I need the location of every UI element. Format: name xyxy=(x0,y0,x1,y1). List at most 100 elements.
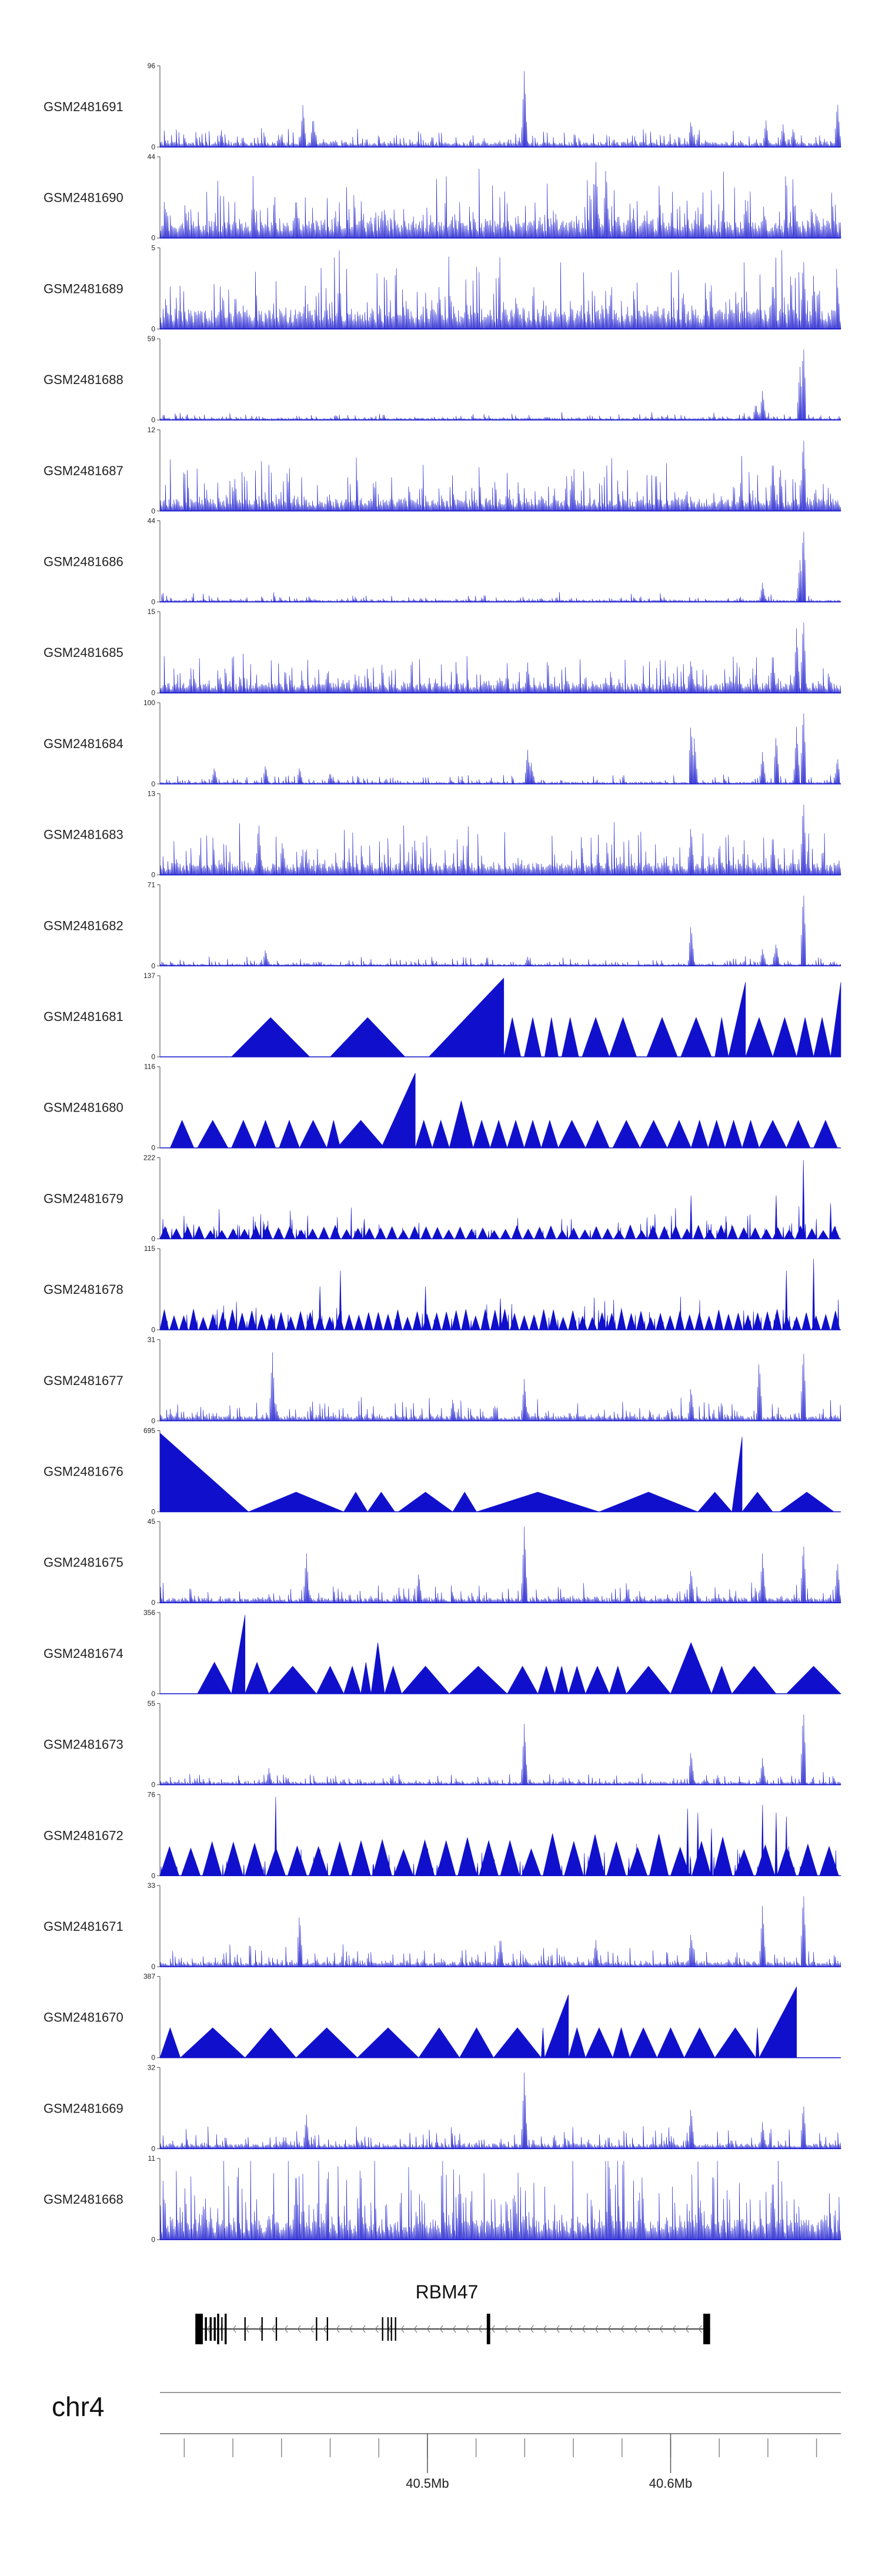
gene-exon xyxy=(209,2317,212,2341)
y-min-label: 0 xyxy=(151,416,155,424)
genome-axis: 40.5Mb 40.6Mb xyxy=(160,2433,841,2491)
y-axis: 32 0 xyxy=(148,2063,161,2153)
track-label: GSM2481675 xyxy=(44,1555,123,1570)
track-GSM2481678: GSM2481678 115 0 xyxy=(44,1244,841,1334)
y-min-label: 0 xyxy=(151,325,155,333)
y-max-label: 5 xyxy=(151,243,155,252)
signal-area xyxy=(160,162,841,238)
signal-area xyxy=(160,2073,841,2149)
y-axis: 71 0 xyxy=(148,880,161,970)
signal-area xyxy=(160,2161,841,2240)
strand-arrow-icon xyxy=(517,2325,521,2333)
track-GSM2481685: GSM2481685 15 0 xyxy=(44,608,841,697)
gene-exon xyxy=(221,2317,223,2341)
y-axis: 76 0 xyxy=(148,1790,161,1880)
track-label: GSM2481682 xyxy=(44,918,123,933)
gene-exon xyxy=(225,2314,227,2344)
strand-arrow-icon xyxy=(426,2325,430,2333)
y-max-label: 387 xyxy=(143,1973,155,1981)
signal-area xyxy=(160,713,841,785)
y-min-label: 0 xyxy=(151,1508,155,1516)
y-min-label: 0 xyxy=(151,871,155,879)
strand-arrow-icon xyxy=(543,2325,547,2333)
y-min-label: 0 xyxy=(151,507,155,515)
y-min-label: 0 xyxy=(151,1326,155,1334)
track-GSM2481683: GSM2481683 13 0 xyxy=(44,790,841,879)
track-GSM2481688: GSM2481688 59 0 xyxy=(44,335,841,424)
track-label: GSM2481685 xyxy=(44,645,123,660)
gene-name-label: RBM47 xyxy=(416,2281,479,2303)
y-axis: 11 0 xyxy=(148,2154,161,2244)
track-GSM2481680: GSM2481680 116 0 xyxy=(44,1063,841,1152)
track-label: GSM2481680 xyxy=(44,1100,123,1115)
y-max-label: 222 xyxy=(143,1153,155,1162)
track-GSM2481668: GSM2481668 11 0 xyxy=(44,2154,841,2244)
y-max-label: 137 xyxy=(143,972,155,980)
signal-area xyxy=(160,804,841,875)
y-max-label: 32 xyxy=(148,2063,156,2071)
strand-arrow-icon xyxy=(530,2325,534,2333)
signal-area xyxy=(159,1160,840,1239)
track-GSM2481687: GSM2481687 12 0 xyxy=(44,426,841,515)
y-max-label: 15 xyxy=(148,608,156,616)
track-label: GSM2481681 xyxy=(44,1009,123,1024)
y-max-label: 45 xyxy=(148,1517,156,1526)
gene-exon xyxy=(195,2314,203,2344)
y-min-label: 0 xyxy=(151,2054,155,2062)
strand-arrow-icon xyxy=(620,2325,624,2333)
y-axis: 222 0 xyxy=(143,1153,161,1243)
strand-arrow-icon xyxy=(310,2325,314,2333)
y-min-label: 0 xyxy=(151,1053,155,1061)
signal-area xyxy=(160,1526,841,1603)
y-axis: 59 0 xyxy=(148,335,161,424)
strand-arrow-icon xyxy=(556,2325,560,2333)
strand-arrow-icon xyxy=(362,2325,366,2333)
y-axis: 387 0 xyxy=(143,1973,161,2062)
signal-area xyxy=(160,1896,841,1967)
strand-arrow-icon xyxy=(400,2325,405,2333)
y-max-label: 96 xyxy=(148,62,156,70)
track-label: GSM2481673 xyxy=(44,1737,123,1752)
signal-area xyxy=(160,71,841,148)
track-label: GSM2481690 xyxy=(44,191,123,205)
chromosome-ideogram: chr4 xyxy=(52,2391,841,2422)
y-max-label: 11 xyxy=(148,2154,156,2163)
y-min-label: 0 xyxy=(151,962,155,970)
track-GSM2481672: GSM2481672 76 0 xyxy=(44,1790,841,1880)
strand-arrow-icon xyxy=(478,2325,482,2333)
track-label: GSM2481670 xyxy=(44,2010,123,2025)
scale-label: 40.6Mb xyxy=(649,2476,692,2491)
gene-exon xyxy=(244,2317,246,2341)
y-min-label: 0 xyxy=(151,780,155,788)
signal-area xyxy=(160,250,841,329)
y-axis: 116 0 xyxy=(144,1063,161,1152)
strand-arrow-icon xyxy=(491,2325,495,2333)
track-label: GSM2481688 xyxy=(44,372,123,387)
gene-exon xyxy=(316,2317,318,2341)
track-GSM2481686: GSM2481686 44 0 xyxy=(44,517,841,606)
track-GSM2481682: GSM2481682 71 0 xyxy=(44,880,841,970)
y-max-label: 100 xyxy=(143,699,155,707)
signal-area xyxy=(160,1352,841,1422)
gene-exon xyxy=(382,2317,383,2341)
y-max-label: 59 xyxy=(148,335,156,343)
track-label: GSM2481683 xyxy=(44,827,123,842)
track-GSM2481684: GSM2481684 100 0 xyxy=(44,699,841,788)
y-max-label: 695 xyxy=(143,1427,155,1435)
y-max-label: 13 xyxy=(148,790,156,798)
y-min-label: 0 xyxy=(151,1234,155,1243)
y-min-label: 0 xyxy=(151,234,155,242)
gene-exon xyxy=(205,2317,207,2341)
strand-arrow-icon xyxy=(336,2325,340,2333)
y-max-label: 33 xyxy=(148,1881,156,1890)
track-GSM2481674: GSM2481674 356 0 xyxy=(44,1609,841,1698)
signal-area xyxy=(160,349,841,421)
y-axis: 100 0 xyxy=(143,699,161,788)
strand-arrow-icon xyxy=(698,2325,702,2333)
track-GSM2481681: GSM2481681 137 0 xyxy=(44,972,841,1061)
gene-exon xyxy=(387,2317,389,2341)
y-axis: 96 0 xyxy=(148,62,161,151)
track-label: GSM2481691 xyxy=(44,99,123,114)
strand-arrow-icon xyxy=(284,2325,288,2333)
